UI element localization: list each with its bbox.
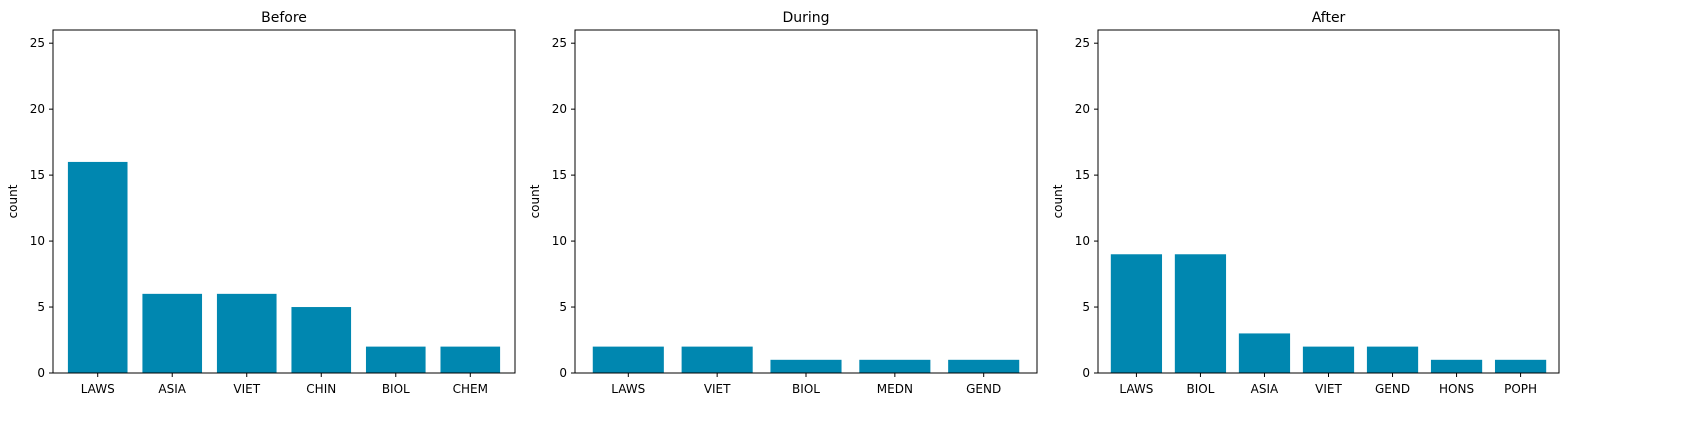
axes-frame [1097,29,1560,374]
bar-gend [948,359,1020,373]
y-tick-label: 0 [1082,366,1090,380]
bar-chin [291,307,352,373]
bar-laws [592,346,664,373]
y-tick-label: 20 [1075,102,1090,116]
x-tick-label: BIOL [382,382,410,396]
y-tick-label: 20 [552,102,567,116]
x-tick-label: ASIA [1251,382,1279,396]
bar-viet [1302,346,1355,373]
x-tick-label: LAWS [1119,382,1153,396]
bar-chem [440,346,501,373]
y-tick-label: 0 [559,366,567,380]
y-tick-label: 5 [37,300,45,314]
x-tick-label: VIET [1315,382,1342,396]
y-tick-label: 15 [30,168,45,182]
bar-medn [859,359,931,373]
y-tick-label: 10 [30,234,45,248]
y-tick-label: 25 [552,36,567,50]
bar-biol [770,359,842,373]
x-tick-label: ASIA [158,382,186,396]
chart-panel-1: During count 0 5 10 15 20 25 LAWS VIET BIOL MEDN GEN… [528,10,1038,396]
y-tick-label: 15 [552,168,567,182]
x-tick-label: LAWS [81,382,115,396]
y-tick-label: 5 [559,300,567,314]
x-tick-label: LAWS [611,382,645,396]
bar-hons [1430,359,1483,373]
axes-frame [574,29,1038,374]
chart-panel-2: After count 0 5 10 15 20 25 LAWS BIOL ASIA VIET GEND… [1051,10,1560,396]
chart-title: After [1312,10,1346,26]
bar-asia [1238,333,1291,373]
y-tick-label: 25 [30,36,45,50]
bar-asia [142,293,203,373]
bar-biol [1174,254,1227,373]
x-tick-label: MEDN [877,382,913,396]
x-tick-label: CHIN [306,382,336,396]
chart-title: During [782,10,829,26]
y-tick-label: 15 [1075,168,1090,182]
bar-laws [67,161,128,373]
x-tick-label: CHEM [453,382,488,396]
bar-gend [1366,346,1419,373]
y-axis-label: count [1051,184,1065,218]
x-tick-label: BIOL [1186,382,1214,396]
y-tick-label: 20 [30,102,45,116]
y-tick-label: 10 [1075,234,1090,248]
x-tick-label: VIET [233,382,260,396]
chart-title: Before [261,10,307,26]
x-tick-label: VIET [704,382,731,396]
x-tick-label: POPH [1504,382,1537,396]
y-axis-label: count [528,184,542,218]
x-tick-label: HONS [1439,382,1474,396]
y-tick-label: 5 [1082,300,1090,314]
bar-viet [681,346,753,373]
y-tick-label: 25 [1075,36,1090,50]
x-tick-label: GEND [1375,382,1410,396]
y-axis-label: count [6,184,20,218]
y-tick-label: 10 [552,234,567,248]
bar-laws [1110,254,1163,373]
chart-panel-0: Before count 0 5 10 15 20 25 LAWS ASIA VIET CHIN BIO… [6,10,516,396]
y-tick-label: 0 [37,366,45,380]
bar-viet [216,293,277,373]
axes-frame [52,29,516,374]
bar-biol [365,346,426,373]
x-tick-label: GEND [966,382,1001,396]
x-tick-label: BIOL [792,382,820,396]
bar-poph [1494,359,1547,373]
